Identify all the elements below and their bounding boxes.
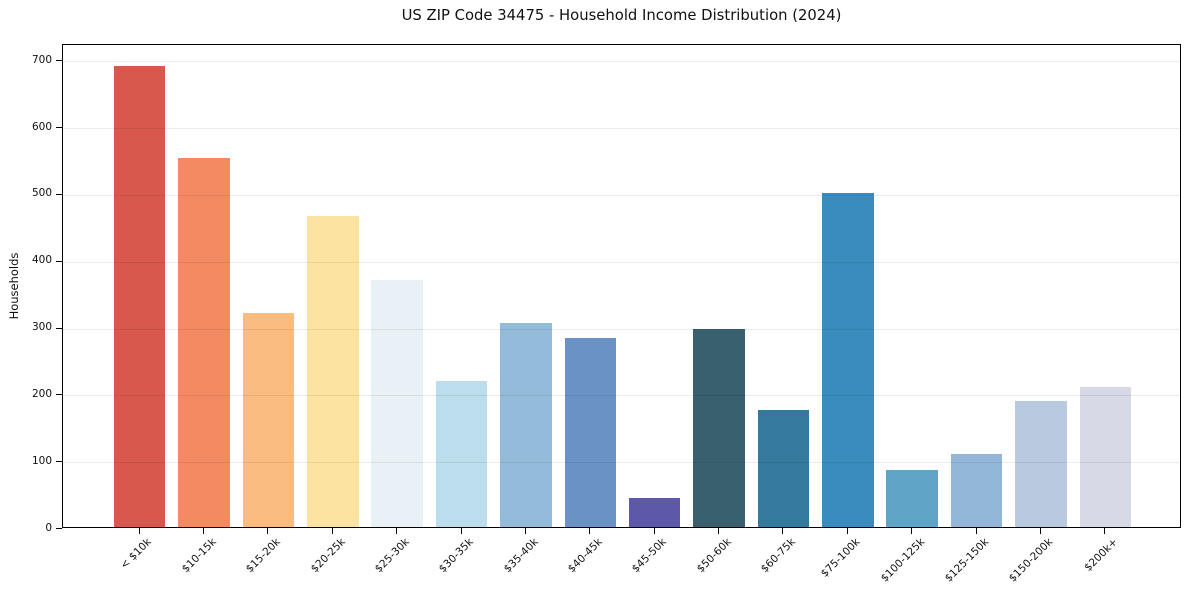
x-tick-mark bbox=[911, 528, 913, 534]
bar bbox=[1079, 387, 1132, 527]
y-tick-mark bbox=[56, 528, 62, 529]
gridline bbox=[63, 462, 1180, 464]
x-tick-label: $10-15k bbox=[179, 536, 219, 576]
bar bbox=[242, 312, 295, 527]
x-tick-mark bbox=[1039, 528, 1041, 534]
chart-title: US ZIP Code 34475 - Household Income Dis… bbox=[401, 7, 842, 24]
y-tick-mark bbox=[56, 127, 62, 129]
x-tick-label: $20-25k bbox=[308, 536, 348, 576]
y-tick-mark bbox=[56, 60, 62, 62]
x-tick-mark bbox=[653, 528, 655, 534]
x-tick-mark bbox=[460, 528, 462, 534]
y-tick-label: 500 bbox=[31, 187, 52, 200]
y-tick-mark bbox=[56, 327, 62, 329]
x-tick-mark bbox=[782, 528, 784, 534]
x-tick-mark bbox=[1104, 528, 1106, 534]
bar bbox=[757, 410, 810, 527]
bar bbox=[178, 158, 230, 527]
bar bbox=[950, 453, 1003, 527]
x-tick-mark bbox=[396, 528, 398, 534]
bar bbox=[822, 192, 874, 527]
y-tick-label: 200 bbox=[31, 387, 52, 400]
bar bbox=[1015, 401, 1067, 527]
gridline bbox=[63, 261, 1180, 263]
x-tick-mark bbox=[267, 528, 269, 534]
x-tick-mark bbox=[718, 528, 720, 534]
y-tick-mark bbox=[56, 260, 62, 262]
x-tick-label: < $10k bbox=[118, 536, 155, 572]
y-tick-label: 400 bbox=[31, 254, 52, 267]
x-tick-label: $35-40k bbox=[501, 536, 541, 576]
bar bbox=[500, 323, 552, 527]
y-tick-label: 600 bbox=[31, 120, 52, 133]
x-tick-mark bbox=[138, 528, 140, 534]
x-tick-mark bbox=[846, 528, 848, 534]
bar bbox=[564, 337, 617, 527]
bar bbox=[113, 66, 166, 527]
y-tick-label: 300 bbox=[31, 321, 52, 334]
x-tick-label: $50-60k bbox=[694, 536, 734, 576]
bar bbox=[307, 215, 359, 527]
x-tick-mark bbox=[524, 528, 526, 534]
bar bbox=[886, 470, 938, 527]
x-tick-label: $150-200k bbox=[1006, 536, 1056, 585]
x-tick-mark bbox=[589, 528, 591, 534]
x-tick-label: $30-35k bbox=[436, 536, 477, 576]
plot-area bbox=[62, 44, 1181, 528]
y-tick-label: 700 bbox=[31, 53, 52, 66]
y-tick-mark bbox=[56, 193, 62, 195]
gridline bbox=[63, 128, 1180, 130]
x-tick-label: $200k+ bbox=[1081, 536, 1120, 574]
gridline bbox=[63, 328, 1180, 330]
y-tick-mark bbox=[56, 461, 62, 463]
bar bbox=[435, 381, 488, 527]
gridline bbox=[63, 61, 1180, 63]
y-tick-label: 100 bbox=[31, 454, 52, 467]
bar bbox=[371, 279, 423, 527]
x-tick-mark bbox=[975, 528, 977, 534]
x-tick-label: $100-125k bbox=[878, 536, 927, 585]
x-tick-mark bbox=[331, 528, 333, 534]
x-tick-label: $60-75k bbox=[758, 536, 798, 576]
gridline bbox=[63, 395, 1180, 397]
x-tick-label: $25-30k bbox=[372, 536, 412, 576]
x-tick-label: $125-150k bbox=[942, 536, 992, 585]
bar bbox=[628, 497, 681, 527]
x-tick-label: $75-100k bbox=[818, 536, 863, 580]
y-tick-label: 0 bbox=[45, 521, 52, 534]
y-tick-mark bbox=[56, 394, 62, 396]
x-tick-mark bbox=[203, 528, 204, 534]
x-tick-label: $15-20k bbox=[243, 536, 283, 576]
gridline bbox=[63, 194, 1180, 196]
bar bbox=[693, 329, 745, 527]
x-tick-label: $45-50k bbox=[630, 536, 670, 576]
x-tick-label: $40-45k bbox=[565, 536, 605, 576]
